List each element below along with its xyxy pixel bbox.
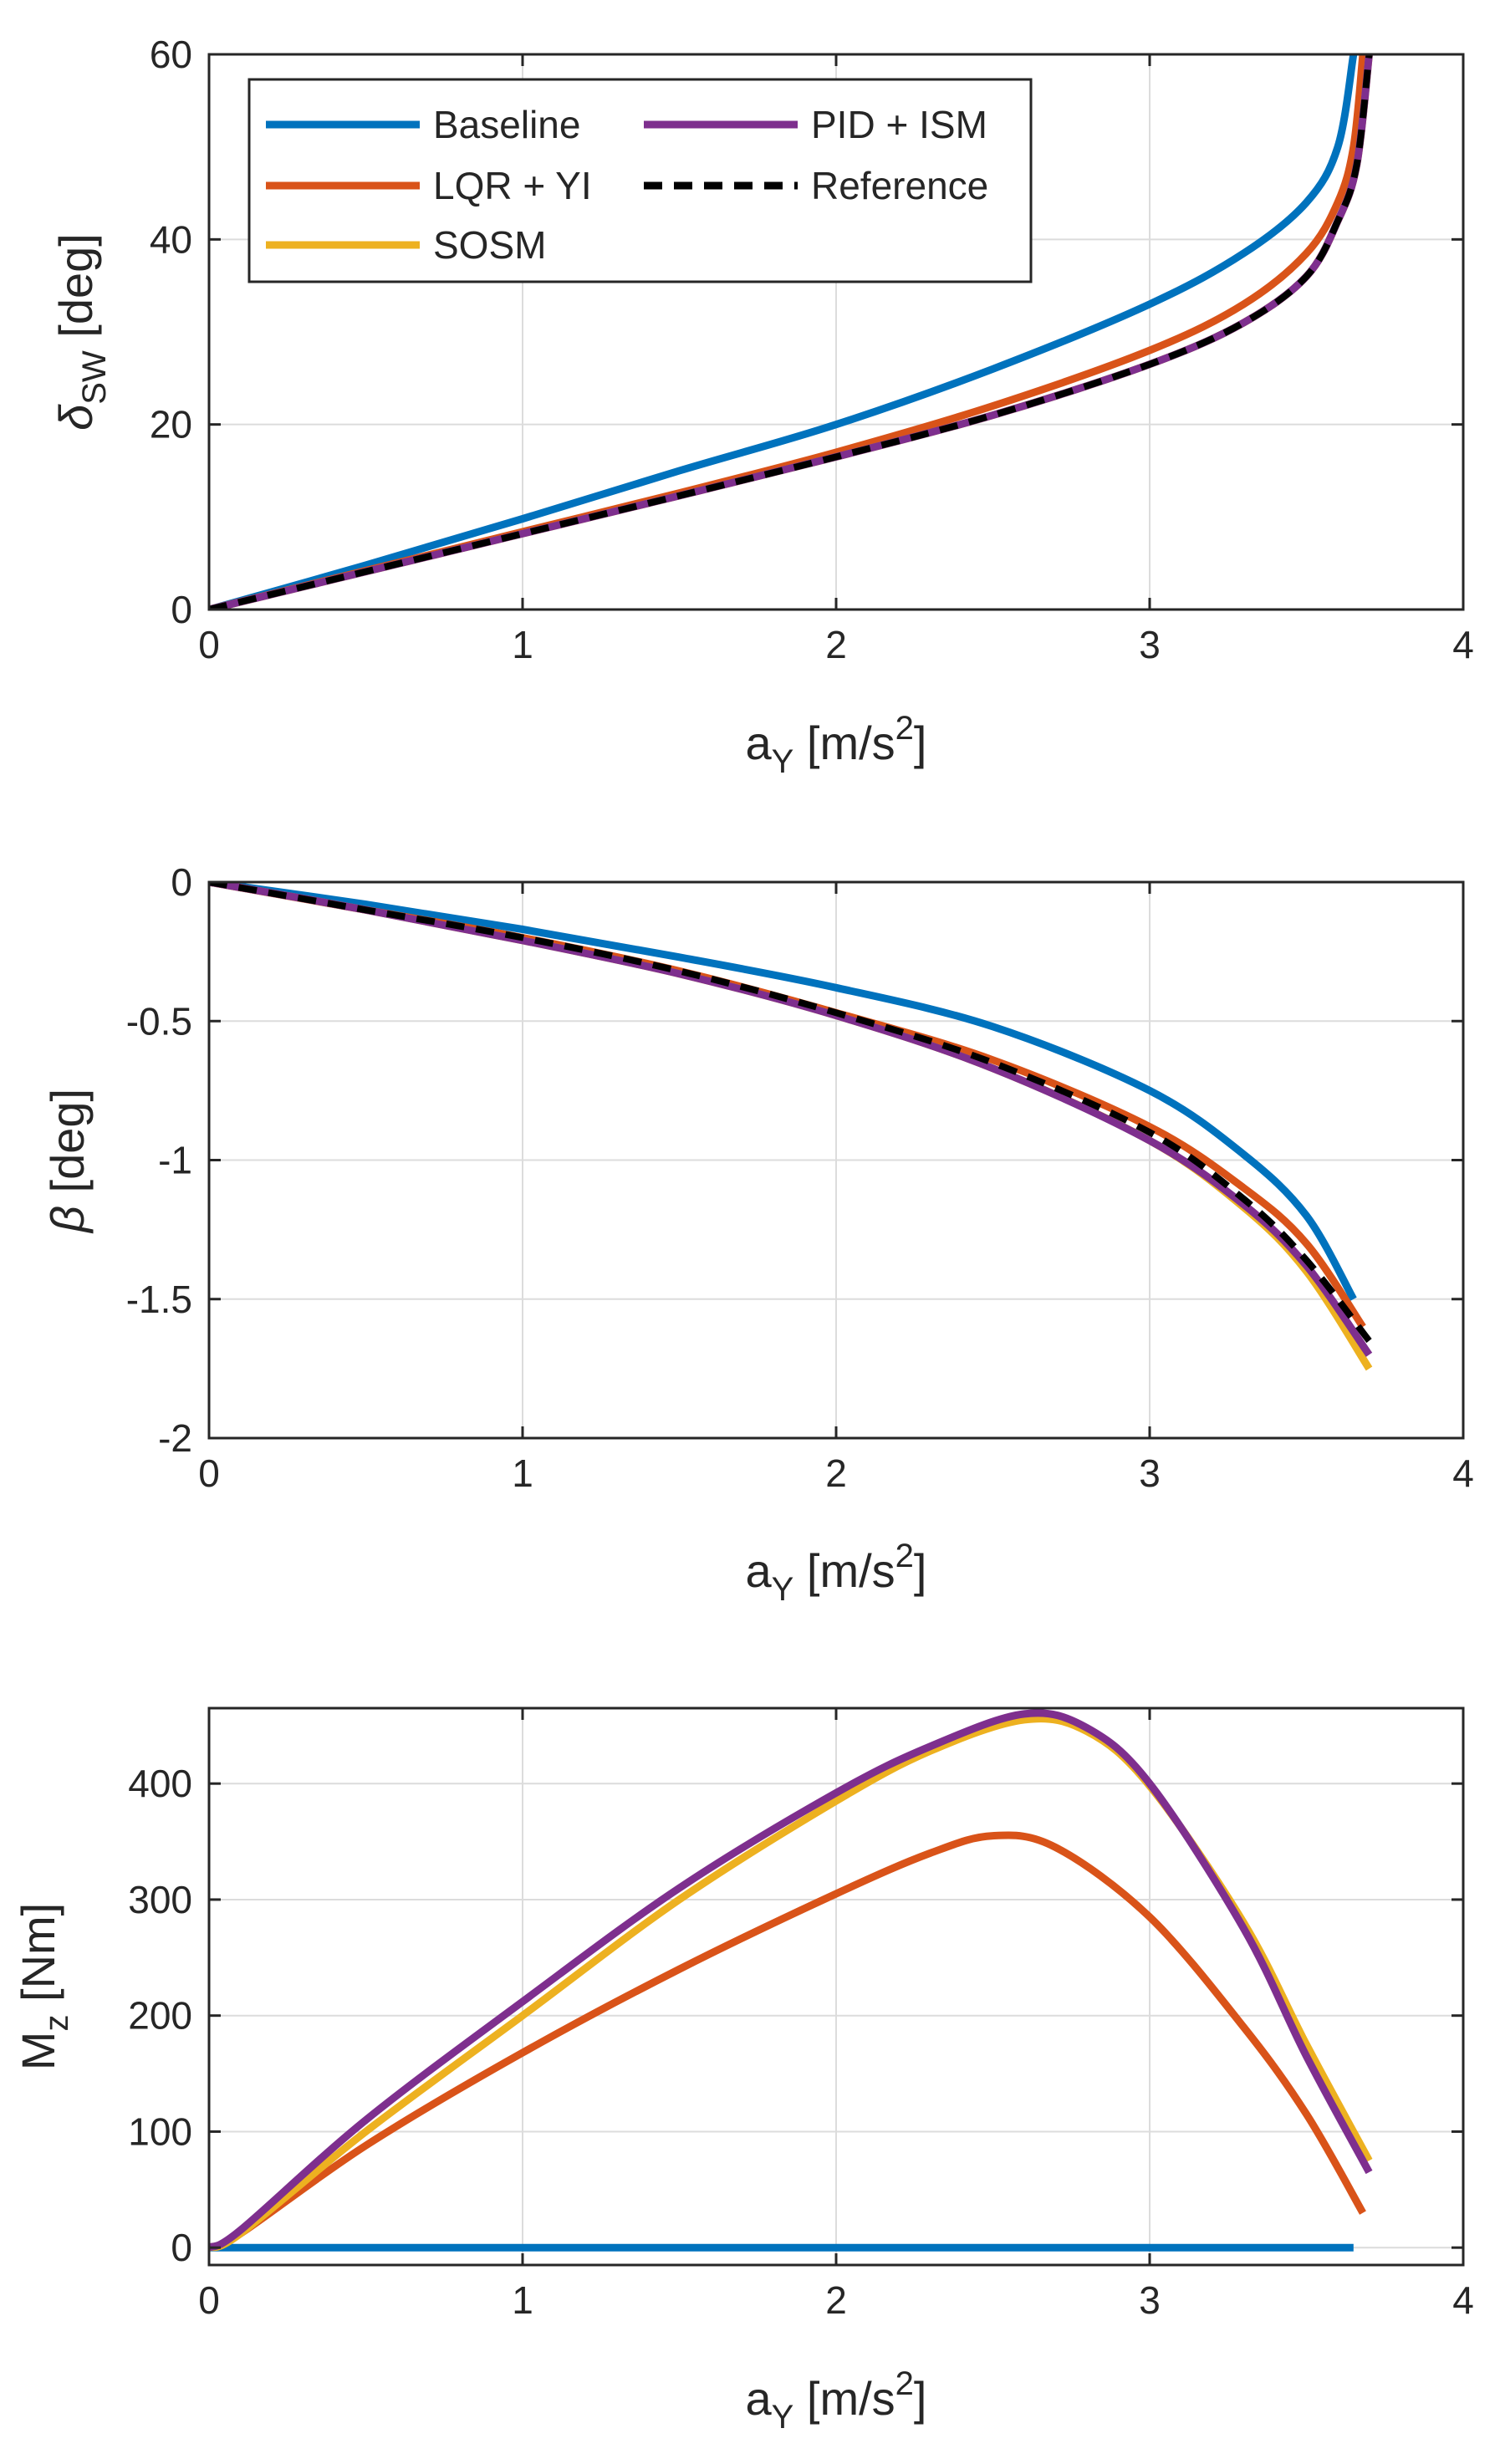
y-tick-label: 40 xyxy=(150,217,192,261)
series-line-reference xyxy=(209,54,1373,610)
y-tick-label: 60 xyxy=(150,33,192,76)
y-tick-label: 0 xyxy=(171,2226,192,2269)
y-tick-label: 300 xyxy=(128,1878,192,1921)
y-tick-label: -1 xyxy=(158,1139,192,1182)
x-tick-label: 3 xyxy=(1139,2278,1161,2322)
x-tick-label: 1 xyxy=(512,2278,533,2322)
series-line-reference xyxy=(209,882,1372,1344)
y-tick-label: -2 xyxy=(158,1416,192,1460)
series-lines xyxy=(209,54,1373,610)
legend-label-lqr: LQR + YI xyxy=(433,164,592,207)
x-tick-label: 0 xyxy=(198,2278,220,2322)
y-tick-label: 0 xyxy=(171,588,192,631)
x-axis-label: aY [m/s2] xyxy=(746,710,927,780)
y-tick-label: -1.5 xyxy=(126,1278,192,1321)
legend-label-reference: Reference xyxy=(811,164,988,207)
series-line-pid xyxy=(209,882,1373,1357)
y-tick-label: 200 xyxy=(128,1994,192,2038)
y-tick-label: -0.5 xyxy=(126,999,192,1043)
y-axis-label: β [deg] xyxy=(41,1089,94,1234)
series-line-pid xyxy=(209,1709,1373,2252)
y-tick-label: 400 xyxy=(128,1762,192,1805)
series-line-sosm xyxy=(209,1715,1373,2252)
series-line-baseline xyxy=(209,54,1358,610)
x-tick-label: 4 xyxy=(1452,623,1474,666)
series-line-lqr xyxy=(209,882,1366,1329)
series-lines xyxy=(209,882,1373,1371)
x-tick-label: 1 xyxy=(512,1451,533,1495)
x-tick-label: 2 xyxy=(825,1451,847,1495)
y-axis-label: δSW [deg] xyxy=(49,233,113,431)
x-axis-label: aY [m/s2] xyxy=(746,1538,927,1608)
legend: Baseline LQR + YI SOSM PID + ISM Referen… xyxy=(247,78,1033,283)
gridlines xyxy=(209,882,1463,1438)
series-lines xyxy=(209,1709,1373,2252)
panel-yaw-moment: 0 1 2 3 4 0 100 200 300 400 aY [m/s2] Mz [Nm] xyxy=(12,1706,1474,2436)
series-line-lqr xyxy=(209,1831,1366,2252)
x-tick-label: 0 xyxy=(198,1451,220,1495)
series-line-sosm xyxy=(209,882,1373,1371)
x-tick-label: 3 xyxy=(1139,623,1161,666)
legend-label-baseline: Baseline xyxy=(433,103,580,146)
y-tick-label: 100 xyxy=(128,2109,192,2153)
x-tick-label: 0 xyxy=(198,623,220,666)
x-tick-label: 4 xyxy=(1452,2278,1474,2322)
x-tick-label: 2 xyxy=(825,2278,847,2322)
x-tick-label: 1 xyxy=(512,623,533,666)
legend-label-pid: PID + ISM xyxy=(811,103,987,146)
x-tick-label: 4 xyxy=(1452,1451,1474,1495)
x-tick-label: 2 xyxy=(825,623,847,666)
x-tick-label: 3 xyxy=(1139,1451,1161,1495)
y-tick-label: 20 xyxy=(150,403,192,446)
panel-sideslip-angle: 0 1 2 3 4 -2 -1.5 -1 -0.5 0 aY [m/s2] β [deg] xyxy=(41,860,1474,1608)
y-axis-label: Mz [Nm] xyxy=(12,1903,75,2070)
tick-labels: 0 1 2 3 4 0 100 200 300 400 xyxy=(128,1708,1474,2322)
tick-labels: 0 1 2 3 4 -2 -1.5 -1 -0.5 0 xyxy=(126,860,1474,1495)
x-axis-label: aY [m/s2] xyxy=(746,2365,927,2436)
series-line-baseline xyxy=(209,882,1357,1302)
legend-label-sosm: SOSM xyxy=(433,223,546,267)
y-tick-label: 0 xyxy=(171,860,192,904)
